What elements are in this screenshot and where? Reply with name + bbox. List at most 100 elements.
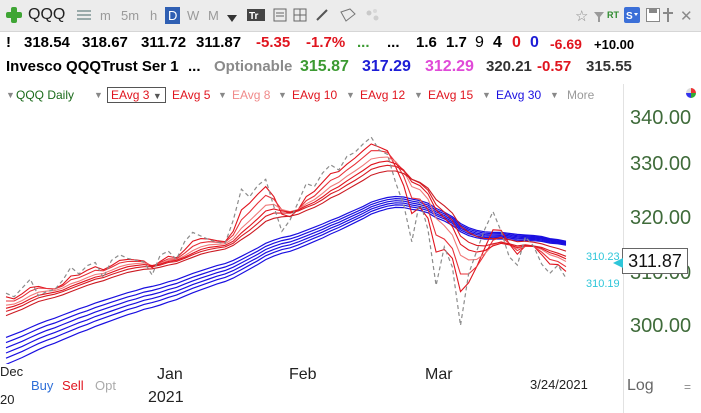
- close-icon[interactable]: ✕: [680, 8, 693, 25]
- y-label-330: 330.00: [630, 153, 692, 175]
- y-label-320: 320.00: [630, 207, 692, 229]
- x-label-year: 2021: [148, 389, 184, 406]
- svg-text:Tr: Tr: [249, 11, 259, 22]
- ratio-2: 1.7: [446, 34, 467, 51]
- eavg5-dropdown-icon[interactable]: ▼: [218, 90, 227, 100]
- text-tool-icon[interactable]: Tr: [247, 8, 265, 22]
- pin-icon[interactable]: [662, 8, 676, 22]
- interval-daily[interactable]: D: [165, 7, 181, 24]
- ema-value-2: 310.19: [586, 278, 620, 290]
- svg-text:S: S: [626, 11, 633, 22]
- eavg8-dropdown-icon[interactable]: ▼: [278, 90, 287, 100]
- change-percent: -1.7%: [306, 34, 346, 51]
- price-blue: 317.29: [362, 58, 411, 75]
- x-label-feb: Feb: [289, 366, 317, 383]
- legend-series[interactable]: QQQ Daily: [16, 88, 75, 102]
- y-label-300: 300.00: [630, 315, 692, 337]
- draw-pencil-icon[interactable]: [315, 8, 329, 22]
- realtime-badge: RT: [607, 10, 619, 20]
- x-label-year-cut: 20: [0, 392, 15, 407]
- eavg3-dropdown-icon: ▼: [152, 91, 162, 101]
- legend-eavg30[interactable]: EAvg 30: [496, 88, 542, 102]
- ribbon-line-3: [5, 202, 567, 354]
- log-scale-toggle[interactable]: Log: [627, 377, 654, 394]
- open-price: 318.54: [24, 34, 70, 51]
- ribbon-line-1: [5, 197, 567, 344]
- quote-row-info: Invesco QQQTrust Ser 1 ... Optionable 31…: [0, 58, 701, 80]
- x-label-mar: Mar: [425, 366, 453, 383]
- interval-dropdown-icon[interactable]: [227, 10, 241, 24]
- high-price: 318.67: [82, 34, 128, 51]
- x-label-dec: Dec: [0, 364, 24, 379]
- symbol-input[interactable]: QQQ: [28, 6, 66, 23]
- price-chart[interactable]: [0, 84, 623, 364]
- price-magenta: 312.29: [425, 58, 474, 75]
- add-symbol-icon[interactable]: [5, 6, 23, 24]
- plus-indicator: +10.00: [594, 37, 635, 52]
- chart-toolbar: QQQ m 5m h D W M Tr ☆ RT S ✕: [0, 0, 701, 32]
- black-dots: ...: [387, 34, 400, 51]
- close-price: 311.87: [196, 34, 242, 51]
- filter-icon[interactable]: [594, 9, 608, 23]
- eavg30-dropdown-icon[interactable]: ▼: [550, 90, 559, 100]
- favorite-star-icon[interactable]: ☆: [575, 8, 589, 25]
- grid-icon[interactable]: [293, 8, 307, 22]
- save-icon[interactable]: [646, 8, 660, 22]
- ema-line-eavg-10: [5, 160, 567, 309]
- count-1: 9: [475, 34, 484, 51]
- price-green: 315.87: [300, 58, 349, 75]
- price-line: [5, 136, 567, 326]
- last-price-marker: 311.87: [622, 248, 688, 274]
- ribbon-line-2: [5, 200, 567, 349]
- interval-weekly[interactable]: W: [187, 8, 200, 23]
- legend-eavg10[interactable]: EAvg 10: [292, 88, 338, 102]
- date-label: 3/24/2021: [530, 377, 588, 392]
- share-icon[interactable]: S: [624, 7, 640, 23]
- legend-eavg3-label: EAvg 3: [111, 88, 150, 102]
- security-name: Invesco QQQTrust Ser 1: [6, 58, 179, 75]
- interval-monthly[interactable]: M: [208, 8, 219, 23]
- legend-caret-icon[interactable]: ▼: [6, 90, 15, 100]
- eavg12-dropdown-icon[interactable]: ▼: [414, 90, 423, 100]
- alert-mark: !: [6, 34, 11, 51]
- count-3: 0: [512, 34, 521, 51]
- note-icon[interactable]: [340, 8, 356, 22]
- color-wheel-icon[interactable]: [685, 86, 697, 104]
- change-value: -5.35: [256, 34, 291, 51]
- eavg15-dropdown-icon[interactable]: ▼: [482, 90, 491, 100]
- legend-more[interactable]: More: [567, 88, 595, 102]
- legend-eavg12[interactable]: EAvg 12: [360, 88, 406, 102]
- buy-button[interactable]: Buy: [31, 378, 54, 393]
- price-pointer-icon: [613, 255, 623, 273]
- interval-hour[interactable]: h: [150, 8, 158, 23]
- legend-eavg8[interactable]: EAvg 8: [232, 88, 271, 102]
- series-dropdown-icon[interactable]: ▼: [94, 90, 103, 100]
- optionable-label: Optionable: [214, 58, 293, 75]
- price-5: 315.55: [586, 58, 632, 75]
- price-change: -0.57: [537, 58, 572, 75]
- legend-eavg5[interactable]: EAvg 5: [172, 88, 211, 102]
- ema-line-eavg-8: [5, 156, 567, 306]
- quote-row-prices: ! 318.54 318.67 311.72 311.87 -5.35 -1.7…: [0, 34, 701, 56]
- count-2: 4: [493, 34, 502, 51]
- eavg10-dropdown-icon[interactable]: ▼: [346, 90, 355, 100]
- options-dots-icon[interactable]: [365, 8, 379, 22]
- ema-line-eavg-12: [5, 164, 567, 312]
- count-4: 0: [530, 34, 539, 51]
- watchlist-icon[interactable]: [77, 8, 91, 22]
- sell-button[interactable]: Sell: [62, 378, 84, 393]
- interval-minute[interactable]: m: [100, 8, 111, 23]
- red-indicator: -6.69: [550, 36, 582, 52]
- interval-5min[interactable]: 5m: [121, 8, 140, 23]
- low-price: 311.72: [141, 34, 187, 51]
- chart-settings-icon[interactable]: [273, 8, 287, 22]
- option-button[interactable]: Opt: [95, 378, 116, 393]
- ribbon-line-0: [5, 195, 567, 338]
- name-dots: ...: [188, 58, 201, 75]
- ema-value-1: 310.23: [586, 251, 620, 263]
- ratio-1: 1.6: [416, 34, 437, 51]
- ema-line-eavg-15: [5, 170, 567, 317]
- scroll-handle-icon[interactable]: =: [684, 380, 692, 394]
- legend-eavg3[interactable]: EAvg 3 ▼: [107, 87, 166, 103]
- legend-eavg15[interactable]: EAvg 15: [428, 88, 474, 102]
